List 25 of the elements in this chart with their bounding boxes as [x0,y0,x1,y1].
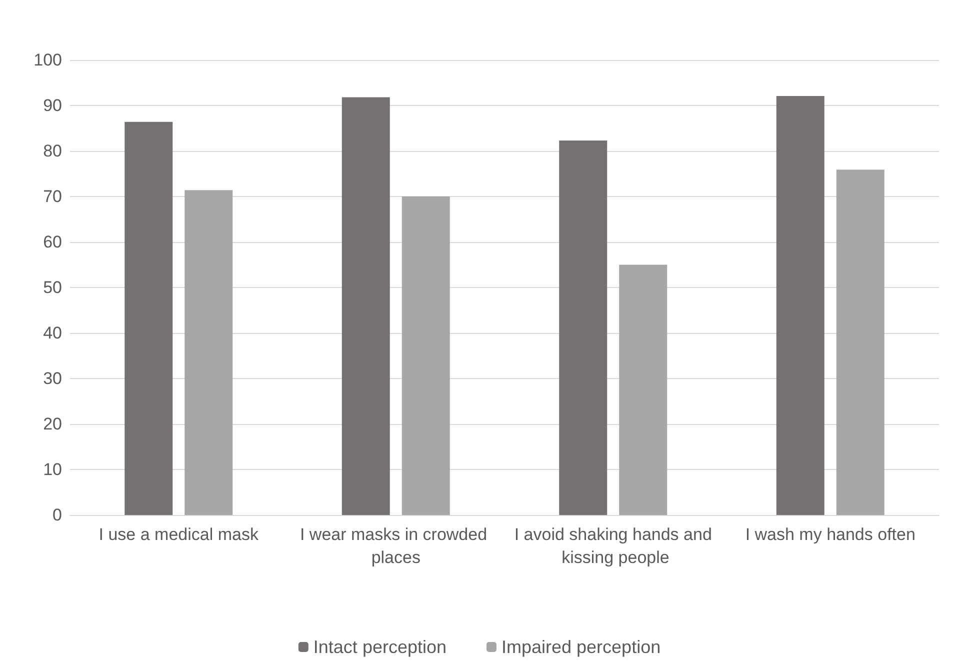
x-tick-label: I wash my hands often [745,525,916,544]
y-tick-label: 60 [43,232,62,252]
y-tick-label: 50 [43,278,62,297]
bar [402,196,450,515]
bar [184,190,233,515]
x-tick-label: I wear masks in crowded places [300,525,492,567]
y-tick-label: 0 [52,506,62,524]
bar [124,122,173,515]
y-tick-label: 100 [34,50,62,70]
bar [776,96,824,515]
y-tick-label: 90 [43,96,62,115]
x-tick-label: I avoid shaking hands and kissing people [514,525,712,567]
y-tick-label: 40 [43,324,62,342]
y-tick-label: 70 [43,187,62,206]
bar [619,264,668,515]
bar [836,170,884,515]
bar [342,97,390,515]
y-tick-label: 20 [43,414,62,434]
x-tick-label: I use a medical mask [98,525,259,544]
y-tick-label: 30 [43,369,62,388]
bar [559,140,608,515]
y-tick-label: 10 [43,460,62,479]
legend-label: Intact perception [313,637,447,657]
legend-label: Impaired perception [501,637,661,657]
y-tick-label: 80 [43,142,62,160]
